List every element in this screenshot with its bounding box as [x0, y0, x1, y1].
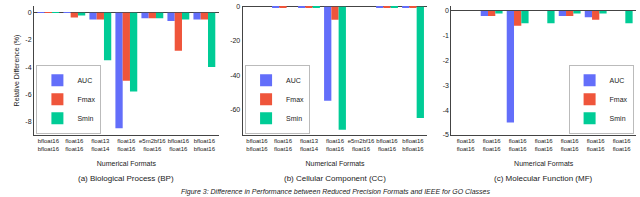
svg-text:-20: -20 [230, 37, 240, 44]
svg-text:Smin: Smin [610, 115, 626, 122]
svg-text:Fmax: Fmax [77, 96, 95, 103]
svg-text:float13float14: float13float14 [91, 138, 110, 152]
svg-text:-6: -6 [25, 91, 31, 98]
svg-text:float16float16: float16float16 [117, 138, 136, 152]
svg-text:bfloat16bfloat16: bfloat16bfloat16 [402, 138, 424, 152]
svg-text:float13float14: float13float14 [300, 138, 319, 152]
svg-text:-40: -40 [230, 72, 240, 79]
svg-text:float16float16: float16float16 [587, 138, 606, 152]
svg-text:Numerical Formats: Numerical Formats [514, 160, 574, 167]
svg-text:bfloat16bfloat16: bfloat16bfloat16 [194, 138, 216, 152]
svg-text:0: 0 [445, 7, 449, 14]
svg-text:Numerical Formats: Numerical Formats [97, 160, 157, 167]
svg-text:Fmax: Fmax [610, 96, 628, 103]
svg-text:float16float16: float16float16 [535, 138, 554, 152]
svg-text:Relative Difference (%): Relative Difference (%) [13, 35, 21, 107]
svg-text:-4: -4 [443, 107, 449, 114]
svg-text:Numerical Formats: Numerical Formats [305, 160, 365, 167]
svg-text:Fmax: Fmax [286, 96, 304, 103]
svg-text:e5m2bf16float16: e5m2bf16float16 [139, 138, 166, 152]
svg-text:0: 0 [28, 9, 32, 16]
svg-text:Figure 3: Difference in Perfor: Figure 3: Difference in Performance betw… [181, 188, 490, 196]
svg-text:bfloat16float16: bfloat16float16 [376, 138, 398, 152]
svg-text:-2: -2 [443, 57, 449, 64]
svg-text:-2: -2 [25, 36, 31, 43]
svg-text:-60: -60 [230, 106, 240, 113]
svg-text:float16float16: float16float16 [483, 138, 502, 152]
svg-text:float16float16: float16float16 [509, 138, 528, 152]
svg-text:Smin: Smin [77, 115, 93, 122]
svg-text:-8: -8 [25, 118, 31, 125]
svg-text:-5: -5 [443, 131, 449, 138]
svg-text:AUC: AUC [286, 77, 301, 84]
svg-text:bfloat16bfloat16: bfloat16bfloat16 [246, 138, 268, 152]
svg-text:float16float16: float16float16 [326, 138, 345, 152]
svg-text:0: 0 [236, 3, 240, 10]
svg-text:(a) Biological Process (BP): (a) Biological Process (BP) [78, 174, 174, 183]
svg-text:float16float16: float16float16 [274, 138, 293, 152]
svg-text:AUC: AUC [77, 77, 92, 84]
svg-text:bfloat16bfloat16: bfloat16bfloat16 [38, 138, 60, 152]
svg-text:-3: -3 [443, 82, 449, 89]
svg-text:(b) Cellular Component (CC): (b) Cellular Component (CC) [284, 174, 386, 183]
svg-text:e5m2bf16float16: e5m2bf16float16 [348, 138, 375, 152]
svg-text:(c) Molecular Function (MF): (c) Molecular Function (MF) [494, 174, 593, 183]
svg-text:Smin: Smin [286, 115, 302, 122]
svg-text:-4: -4 [25, 64, 31, 71]
svg-text:float16float16: float16float16 [457, 138, 476, 152]
svg-text:float16float16: float16float16 [613, 138, 632, 152]
svg-text:-1: -1 [443, 32, 449, 39]
svg-text:float16float16: float16float16 [561, 138, 580, 152]
svg-text:float16float16: float16float16 [65, 138, 84, 152]
svg-text:bfloat16float16: bfloat16float16 [168, 138, 190, 152]
svg-text:AUC: AUC [610, 77, 625, 84]
